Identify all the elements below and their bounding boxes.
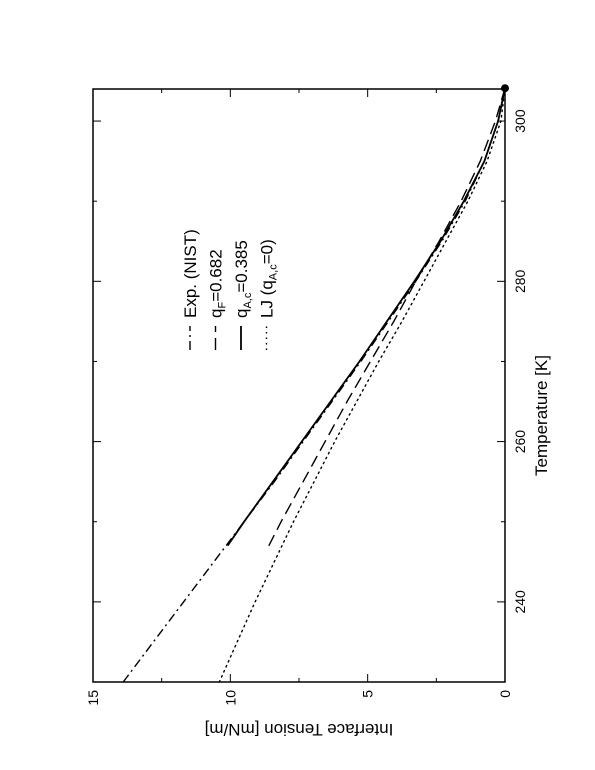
y-axis-title: Interface Tension [mN/m]: [205, 720, 394, 739]
series-line-1: [122, 88, 506, 683]
legend-label-3: qA,c=0.385: [232, 240, 254, 318]
x-tick-label: 260: [512, 430, 528, 454]
plot-frame: [92, 88, 506, 683]
legend-label-4: LJ (qA,c=0): [258, 239, 280, 318]
series-line-3: [226, 88, 506, 547]
x-tick-label: 240: [512, 590, 528, 614]
y-tick-label: 5: [360, 690, 376, 698]
x-tick-label: 300: [512, 109, 528, 133]
x-axis-title: Temperature [K]: [532, 355, 551, 476]
y-tick-label: 10: [222, 690, 238, 706]
ticks-layer: 240 260 280 300 0 5 10 15: [85, 89, 528, 706]
series-line-4: [218, 87, 506, 683]
plot-area: 240 260 280 300 0 5 10 15 Exp. (NIST) qF=0.682qA…: [85, 84, 551, 739]
series-layer: [122, 84, 509, 683]
legend-label-1: Exp. (NIST): [181, 229, 200, 318]
y-tick-label: 0: [497, 690, 513, 698]
y-tick-label: 15: [85, 690, 101, 706]
x-tick-label: 280: [512, 269, 528, 293]
series-line-2: [268, 88, 506, 547]
critical-point-marker: [501, 84, 509, 93]
legend-label-2: qF=0.682: [207, 249, 229, 318]
